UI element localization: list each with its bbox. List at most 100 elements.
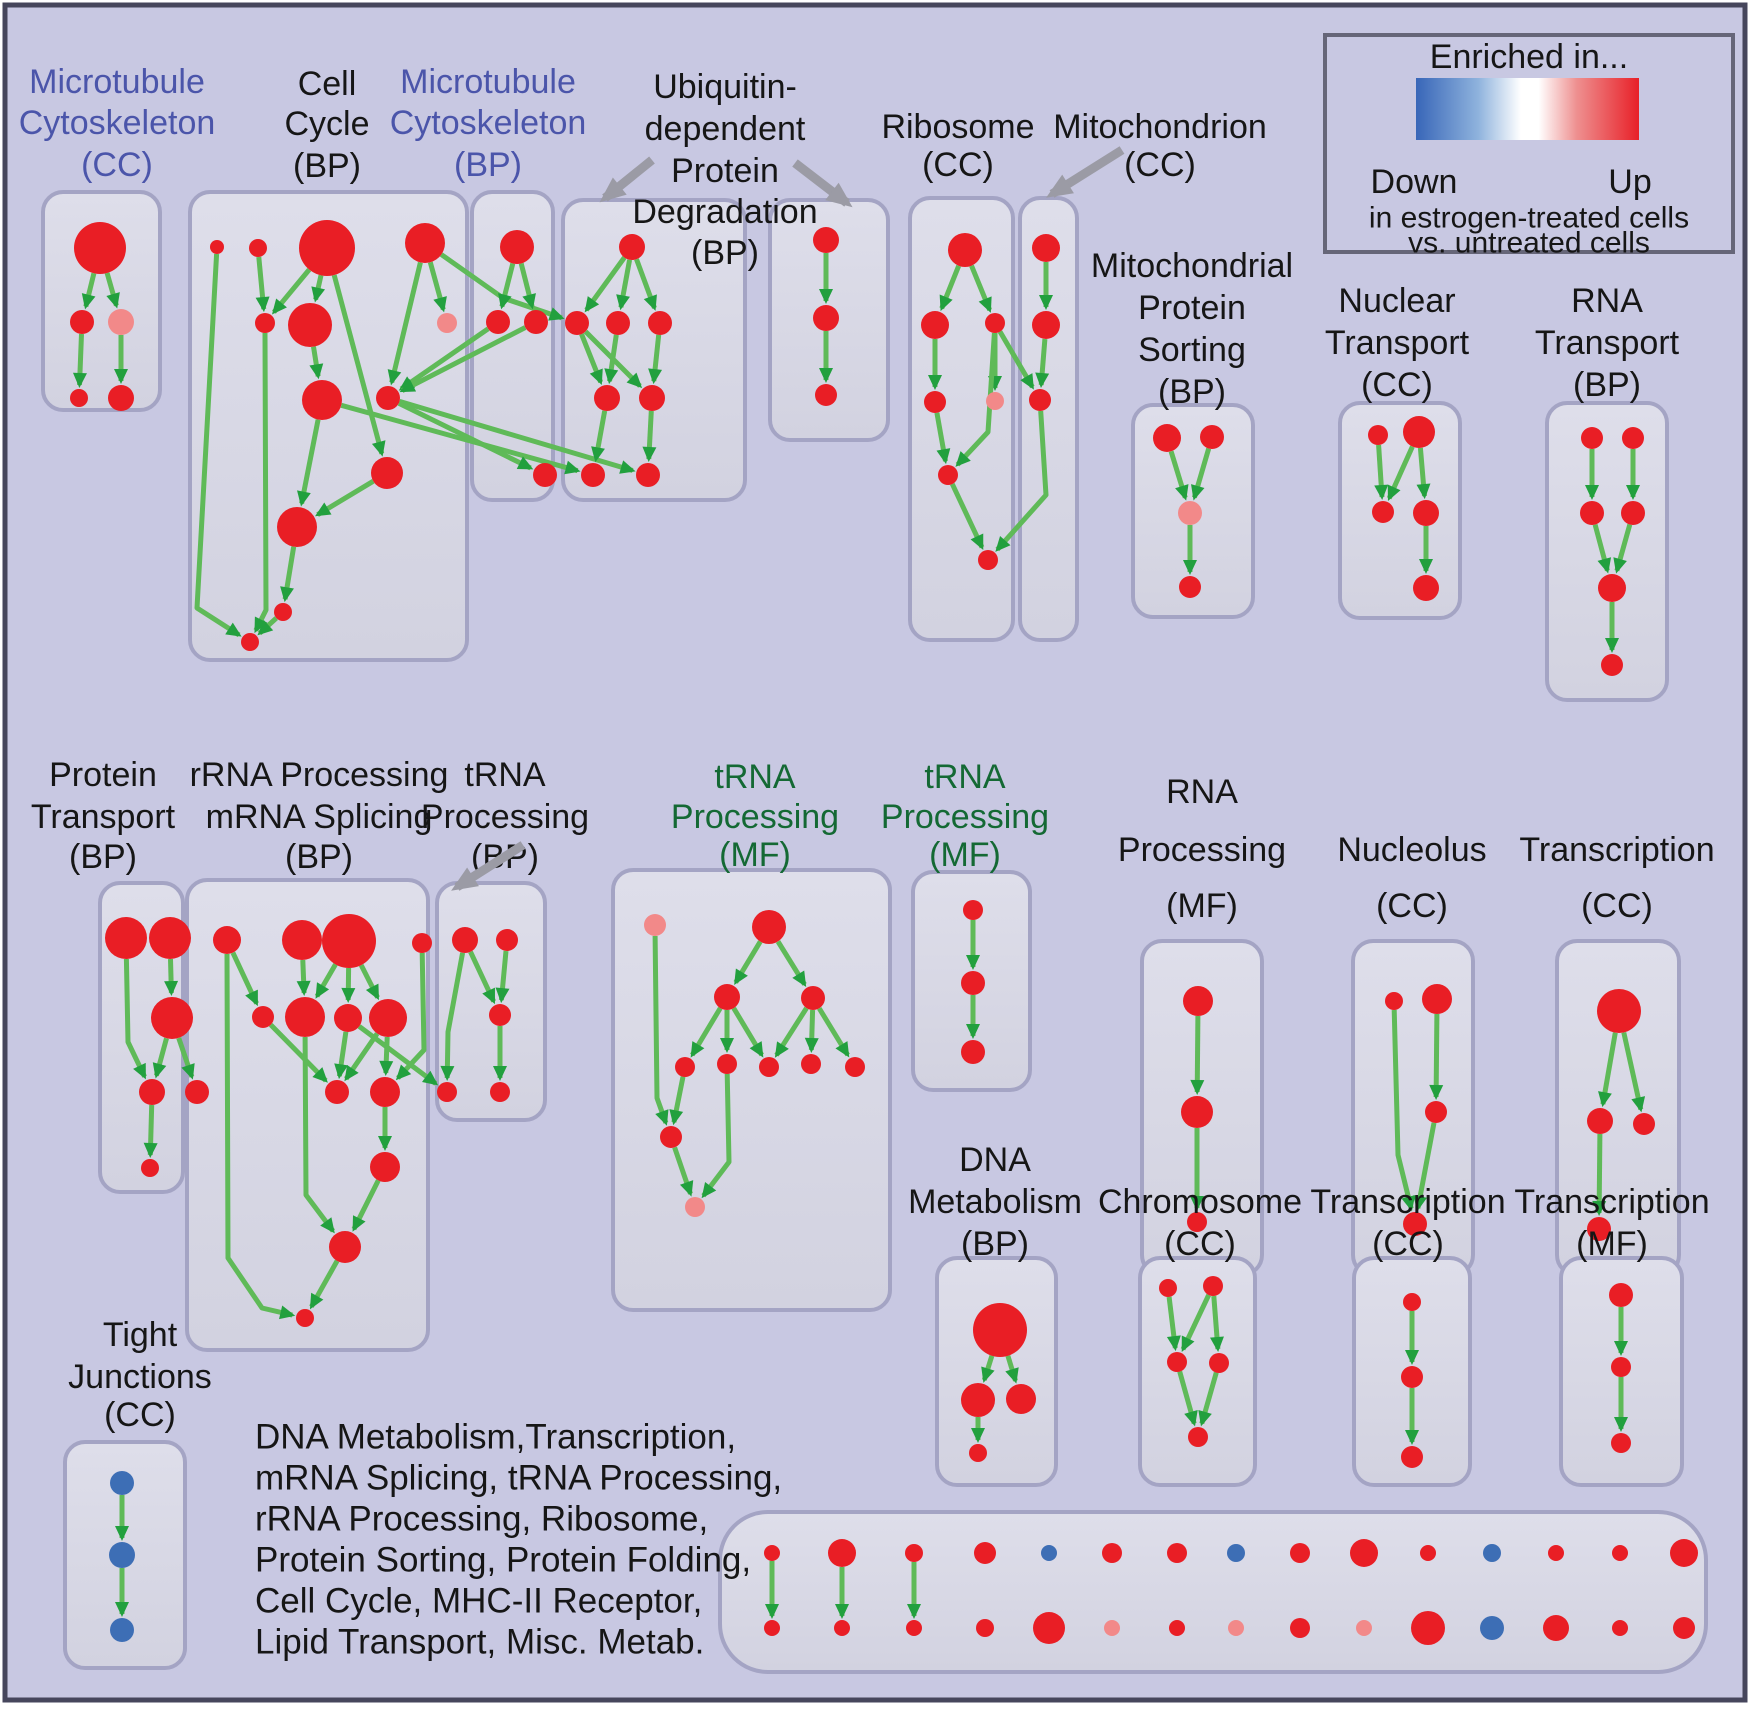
edge-cell-cycle-bp xyxy=(331,274,386,457)
edge-trna-processing-bp xyxy=(440,952,466,1081)
go-node-cell-cycle-bp xyxy=(405,223,445,263)
edge-nucleolus-cc xyxy=(1429,1013,1444,1100)
go-node-rna-transport-bp xyxy=(1622,427,1644,449)
edge-dna-metabolism-bp xyxy=(981,1355,995,1383)
cross-edge xyxy=(398,326,490,391)
strip-node-top xyxy=(764,1545,780,1561)
go-node-mitochondrial-protein-sorting-bp xyxy=(1200,425,1224,449)
go-node-ubiquitin-degradation-chain xyxy=(815,384,837,406)
strip-node-top xyxy=(1548,1545,1564,1561)
strip-node-top xyxy=(1227,1544,1245,1562)
edge-trna-processing-mf-1 xyxy=(669,1076,686,1126)
go-node-mitochondrial-protein-sorting-bp xyxy=(1178,501,1202,525)
edge-rna-processing-mf xyxy=(1190,1015,1205,1095)
cluster-label-cell-cycle-bp: (BP) xyxy=(293,147,361,185)
cluster-label-chromosome-cc: (CC) xyxy=(1164,1225,1236,1263)
cluster-label-protein-transport-bp: Protein xyxy=(49,756,157,794)
edge-protein-transport-bp xyxy=(123,958,147,1080)
strip-node-bottom xyxy=(1290,1618,1310,1638)
go-node-ribosome-cc xyxy=(924,391,946,413)
strip-node-bottom xyxy=(834,1620,850,1636)
cluster-label-cell-cycle-bp: Cell xyxy=(298,65,357,103)
go-node-rna-processing-mf xyxy=(1183,986,1213,1016)
strip-node-top xyxy=(1670,1539,1698,1567)
cluster-label-microtubule-cytoskeleton-cc: Microtubule xyxy=(29,63,205,101)
cluster-label-nucleolus-cc: (CC) xyxy=(1376,887,1448,925)
go-node-cell-cycle-bp xyxy=(277,507,317,547)
edge-microtubule-cytoskeleton-cc xyxy=(72,333,87,388)
go-node-rna-processing-mf xyxy=(1187,1212,1207,1232)
edge-nuclear-transport-cc xyxy=(1386,445,1415,502)
cluster-label-trna-processing-bp: Processing xyxy=(421,798,589,836)
go-node-protein-transport-bp xyxy=(141,1159,159,1177)
edge-protein-transport-bp xyxy=(176,1037,195,1080)
edge-trna-processing-mf-1 xyxy=(672,1146,694,1197)
edge-trna-processing-mf-1 xyxy=(652,935,669,1126)
go-node-rna-transport-bp xyxy=(1598,574,1626,602)
strip-node-bottom xyxy=(1612,1620,1628,1636)
edge-rrna-processing-mrna-splicing-bp xyxy=(358,963,380,1001)
strip-node-bottom xyxy=(976,1619,994,1637)
go-node-trna-processing-bp xyxy=(489,1004,511,1026)
go-node-ribosome-cc xyxy=(938,465,958,485)
cluster-label-transcription-cc-mid: Transcription xyxy=(1519,831,1714,869)
go-node-cell-cycle-bp xyxy=(274,603,292,621)
go-node-microtubule-cytoskeleton-bp xyxy=(533,463,557,487)
misc-categories-text: Protein Sorting, Protein Folding, xyxy=(255,1541,751,1580)
misc-categories-text: Lipid Transport, Misc. Metab. xyxy=(255,1623,704,1662)
cross-edge xyxy=(997,330,1035,390)
edge-ubiquitin-dependent-protein-degradation-bp xyxy=(584,256,627,313)
edge-chromosome-cc xyxy=(1166,1296,1181,1352)
cluster-box-mitochondrion-cc xyxy=(1018,196,1079,642)
cluster-box-misc-strip xyxy=(718,1510,1708,1674)
edge-transcription-cc-mid xyxy=(1598,1032,1618,1108)
edge-rrna-processing-mrna-splicing-bp xyxy=(296,959,311,996)
cluster-label-trna-processing-mf-1: Processing xyxy=(671,798,839,836)
legend-down-label: Down xyxy=(1371,163,1458,201)
edge-cell-cycle-bp xyxy=(387,261,423,386)
cluster-label-transcription-cc-bottom: (CC) xyxy=(1372,1225,1444,1263)
strip-node-bottom xyxy=(1033,1612,1065,1644)
misc-categories-text: rRNA Processing, Ribosome, xyxy=(255,1500,708,1539)
go-node-trna-processing-mf-2 xyxy=(961,971,985,995)
go-node-protein-transport-bp xyxy=(151,997,193,1039)
cross-edge xyxy=(357,1024,439,1086)
legend-subtitle-2: vs. untreated cells xyxy=(1408,227,1650,260)
edge-layer xyxy=(72,252,1646,1619)
strip-node-top xyxy=(905,1544,923,1562)
go-node-cell-cycle-bp xyxy=(376,386,400,410)
go-node-ubiquitin-dependent-protein-degradation-bp xyxy=(636,463,660,487)
strip-node-bottom xyxy=(1480,1616,1504,1640)
edge-cell-cycle-bp xyxy=(271,268,312,315)
edge-trna-processing-mf-1 xyxy=(690,1006,723,1058)
cluster-label-trna-processing-mf-1: tRNA xyxy=(714,758,796,796)
go-node-trna-processing-mf-2 xyxy=(963,900,983,920)
edge-cell-cycle-bp xyxy=(311,274,326,303)
edge-ribosome-cc xyxy=(955,332,997,467)
cluster-label-chromosome-cc: Chromosome xyxy=(1098,1183,1302,1221)
go-node-trna-processing-bp xyxy=(437,1082,457,1102)
go-node-transcription-cc-mid xyxy=(1597,989,1641,1033)
go-node-rrna-processing-mrna-splicing-bp xyxy=(329,1231,361,1263)
go-node-trna-processing-bp xyxy=(452,927,478,953)
strip-node-top xyxy=(1041,1545,1057,1561)
go-node-transcription-cc-bottom xyxy=(1401,1446,1423,1468)
edge-ubiquitin-dependent-protein-degradation-bp xyxy=(616,259,633,311)
go-node-nucleolus-cc xyxy=(1425,1101,1447,1123)
legend-subtitle-1: in estrogen-treated cells xyxy=(1369,202,1689,235)
edge-cell-cycle-bp xyxy=(315,479,375,517)
cluster-label-nuclear-transport-cc: Nuclear xyxy=(1338,282,1455,320)
edge-trna-processing-mf-1 xyxy=(817,1006,850,1058)
go-node-ribosome-cc xyxy=(978,550,998,570)
edge-transcription-cc-mid xyxy=(1592,1133,1607,1216)
cluster-box-chromosome-cc xyxy=(1138,1256,1257,1487)
go-node-nucleolus-cc xyxy=(1403,1212,1427,1236)
go-node-cell-cycle-bp xyxy=(249,239,267,257)
edge-rrna-processing-mrna-splicing-bp xyxy=(344,1032,380,1082)
label-pointer-arrow xyxy=(599,156,655,203)
cluster-label-trna-processing-mf-2: Processing xyxy=(881,798,1049,836)
edge-mitochondrial-protein-sorting-bp xyxy=(1191,447,1212,501)
go-node-ubiquitin-dependent-protein-degradation-bp xyxy=(639,385,665,411)
strip-node-bottom xyxy=(1104,1620,1120,1636)
go-node-ubiquitin-dependent-protein-degradation-bp xyxy=(565,311,589,335)
